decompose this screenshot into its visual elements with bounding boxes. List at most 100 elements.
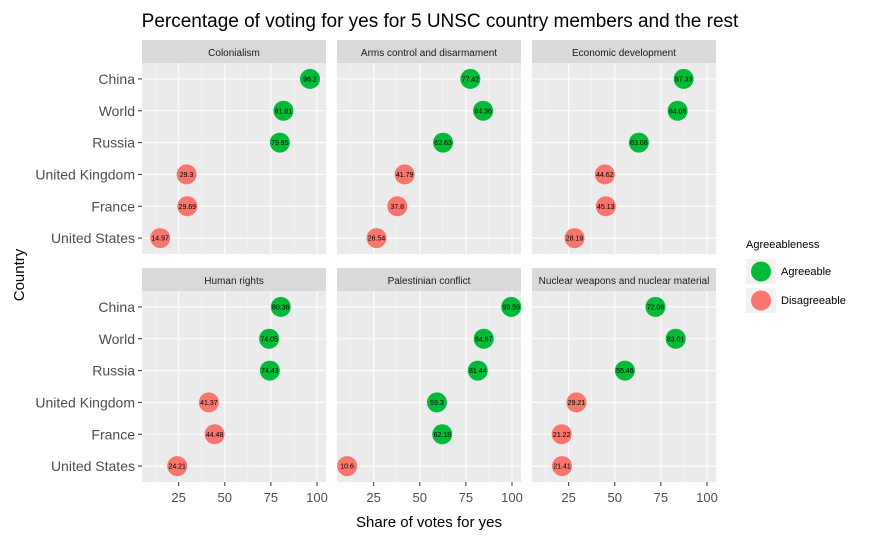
facet-panels: Colonialism 96.2 81.81 79.85 29.3 29.69 14.97 A… bbox=[142, 40, 716, 482]
data-label: 29.3 bbox=[180, 172, 194, 179]
data-label: 41.79 bbox=[396, 172, 414, 179]
panel-background bbox=[337, 63, 521, 254]
y-tick-label: United Kingdom bbox=[35, 394, 135, 410]
legend-swatch bbox=[751, 261, 771, 282]
facet-strip bbox=[142, 268, 326, 291]
y-tick-label: France bbox=[91, 426, 135, 442]
data-point bbox=[204, 424, 225, 445]
facet-strip bbox=[532, 40, 716, 63]
facet-panel: Human rights 80.36 74.05 74.43 41.37 44.48 24.… bbox=[142, 268, 326, 482]
facet-strip bbox=[337, 40, 521, 63]
facet-strip bbox=[337, 268, 521, 291]
x-axis-title: Share of votes for yes bbox=[356, 514, 502, 531]
data-label: 24.21 bbox=[168, 464, 186, 471]
panel-background bbox=[532, 63, 716, 254]
data-label: 44.48 bbox=[206, 432, 224, 439]
data-label: 10.6 bbox=[340, 464, 354, 471]
data-point bbox=[387, 196, 408, 217]
data-point bbox=[433, 132, 454, 153]
data-point bbox=[501, 296, 522, 317]
data-point bbox=[259, 360, 280, 381]
data-point bbox=[299, 68, 320, 89]
data-point bbox=[614, 360, 635, 381]
panel-background bbox=[142, 291, 326, 482]
data-point bbox=[366, 228, 387, 249]
data-point bbox=[176, 164, 197, 185]
facet-strip-label: Nuclear weapons and nuclear material bbox=[539, 276, 710, 287]
data-point bbox=[551, 424, 572, 445]
data-label: 83.01 bbox=[667, 336, 685, 343]
facet-strip bbox=[142, 40, 326, 63]
data-point bbox=[594, 164, 615, 185]
data-label: 37.8 bbox=[390, 204, 404, 211]
facet-strip-label: Colonialism bbox=[208, 48, 260, 59]
legend-swatch bbox=[751, 290, 771, 311]
data-label: 29.21 bbox=[568, 400, 586, 407]
y-tick-label: Russia bbox=[92, 363, 135, 379]
data-point bbox=[473, 100, 494, 121]
legend-label: Agreeable bbox=[781, 266, 831, 278]
legend-label: Disagreeable bbox=[781, 295, 846, 307]
data-point bbox=[150, 228, 171, 249]
data-point bbox=[259, 328, 280, 349]
y-tick-label: World bbox=[99, 331, 135, 347]
data-point bbox=[432, 424, 453, 445]
facet-strip-label: Palestinian conflict bbox=[388, 276, 471, 287]
y-tick-label: World bbox=[99, 103, 135, 119]
data-label: 74.43 bbox=[261, 368, 279, 375]
x-tick-label: 50 bbox=[413, 490, 427, 505]
data-point bbox=[460, 68, 481, 89]
y-axis-title: Country bbox=[11, 248, 28, 301]
facet-strip bbox=[532, 268, 716, 291]
facet-strip-label: Arms control and disarmament bbox=[361, 48, 497, 59]
y-tick-label: United States bbox=[51, 230, 135, 246]
data-label: 99.59 bbox=[502, 304, 520, 311]
x-tick-label: 25 bbox=[366, 490, 380, 505]
data-label: 21.41 bbox=[553, 464, 571, 471]
x-tick-label: 75 bbox=[654, 490, 668, 505]
legend-title: Agreeableness bbox=[746, 239, 820, 251]
data-label: 81.81 bbox=[275, 108, 293, 115]
data-label: 74.05 bbox=[260, 336, 278, 343]
x-tick-label: 100 bbox=[501, 490, 523, 505]
data-point bbox=[566, 392, 587, 413]
facet-strip-label: Economic development bbox=[572, 48, 676, 59]
x-tick-label: 75 bbox=[459, 490, 473, 505]
legend-items: Agreeable Disagreeable bbox=[746, 259, 846, 313]
y-axes: China World Russia United Kingdom France Unit… bbox=[35, 71, 142, 474]
data-point bbox=[564, 228, 585, 249]
data-label: 84.36 bbox=[474, 108, 492, 115]
data-label: 84.06 bbox=[669, 108, 687, 115]
data-label: 62.63 bbox=[434, 140, 452, 147]
data-label: 14.97 bbox=[151, 236, 169, 243]
data-label: 28.19 bbox=[566, 236, 584, 243]
x-tick-label: 100 bbox=[306, 490, 328, 505]
data-label: 45.13 bbox=[597, 204, 615, 211]
facet-panel: Colonialism 96.2 81.81 79.85 29.3 29.69 14.97 bbox=[142, 40, 326, 254]
data-point bbox=[269, 132, 290, 153]
y-tick-label: Russia bbox=[92, 135, 135, 151]
data-label: 55.46 bbox=[616, 368, 634, 375]
data-point bbox=[270, 296, 291, 317]
data-point bbox=[667, 100, 688, 121]
x-axes: 25 50 75 100 25 50 75 100 25 50 75 100 bbox=[171, 482, 718, 505]
data-point bbox=[177, 196, 198, 217]
data-label: 84.67 bbox=[475, 336, 493, 343]
chart-title: Percentage of voting for yes for 5 UNSC … bbox=[142, 11, 739, 32]
data-point bbox=[552, 456, 573, 477]
y-tick-label: China bbox=[98, 71, 135, 87]
data-point bbox=[467, 360, 488, 381]
data-point bbox=[394, 164, 415, 185]
data-point bbox=[673, 68, 694, 89]
x-tick-label: 25 bbox=[171, 490, 185, 505]
data-point bbox=[337, 456, 358, 477]
data-label: 59.3 bbox=[430, 400, 444, 407]
data-point bbox=[665, 328, 686, 349]
data-label: 62.18 bbox=[433, 432, 451, 439]
data-point bbox=[595, 196, 616, 217]
data-label: 41.37 bbox=[200, 400, 218, 407]
facet-panel: Nuclear weapons and nuclear material 72.0… bbox=[532, 268, 716, 482]
x-tick-label: 25 bbox=[561, 490, 575, 505]
data-label: 80.36 bbox=[272, 304, 290, 311]
